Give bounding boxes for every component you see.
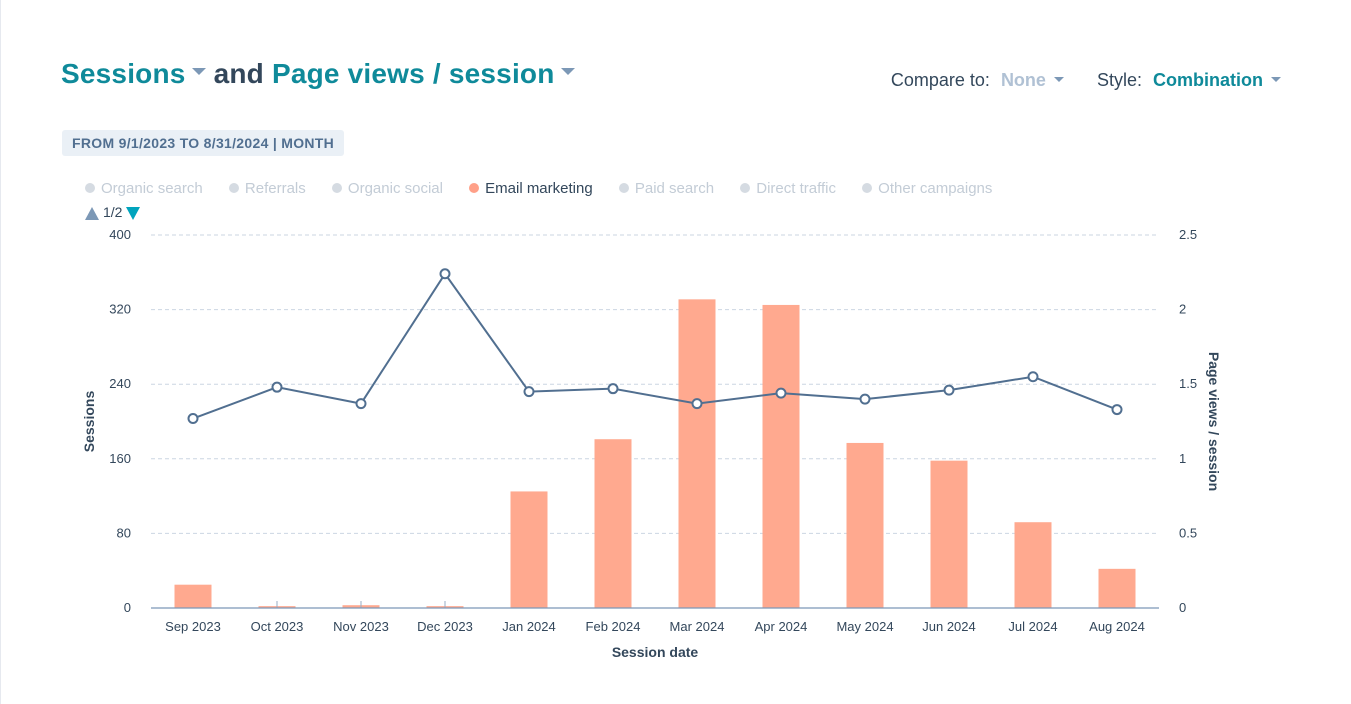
x-tick-label: Oct 2023 [251,619,304,634]
y2-tick-label: 1 [1179,451,1186,466]
x-tick-label: Jun 2024 [922,619,976,634]
chart-title: Sessions and Page views / session [61,58,583,90]
metric2-dropdown[interactable]: Page views / session [272,58,583,89]
x-tick-label: Nov 2023 [333,619,389,634]
y2-tick-label: 0.5 [1179,525,1197,540]
legend-dot [469,183,480,194]
y-tick-label: 320 [109,302,131,317]
y2-tick-label: 2 [1179,302,1186,317]
compare-value: None [1000,70,1046,90]
y-tick-label: 160 [109,451,131,466]
legend-dot [862,183,873,194]
chevron-down-icon [1053,76,1064,82]
legend-label: Organic search [101,180,203,197]
line-point [943,384,955,396]
legend-dot [331,183,342,194]
y2-axis-title: Page views / session [1206,352,1222,491]
legend-item-referrals[interactable]: Referrals [228,180,306,197]
legend-label: Email marketing [485,180,593,197]
chevron-down-icon [560,68,575,76]
line-point [355,398,367,410]
legend-dot [618,183,629,194]
legend-label: Direct traffic [756,180,836,197]
legend-dot [740,183,751,194]
metric1-dropdown[interactable]: Sessions [61,58,214,89]
triangle-down-icon[interactable] [126,206,141,220]
date-range-badge: FROM 9/1/2023 TO 8/31/2024 | MONTH [62,130,345,156]
y-tick-label: 0 [124,600,131,615]
x-axis-title: Session date [612,644,699,660]
x-tick-label: May 2024 [836,619,893,634]
line-point [775,387,787,399]
triangle-up-icon[interactable] [85,206,99,220]
bar [930,460,968,608]
line-point [1111,404,1123,416]
compare-label: Compare to: [890,70,990,90]
style-label: Style: [1096,70,1142,90]
line-point [439,268,451,280]
style-dropdown[interactable]: Combination [1153,70,1281,90]
legend-label: Other campaigns [878,180,993,197]
legend-item-email-marketing[interactable]: Email marketing [469,180,593,197]
y-tick-label: 400 [109,227,131,242]
line-point [607,383,619,395]
line-point [271,381,283,393]
legend-item-organic-search[interactable]: Organic search [85,180,203,197]
bar [510,491,548,608]
y-tick-label: 80 [117,525,131,540]
legend-label: Referrals [244,180,306,197]
chevron-down-icon [1271,76,1281,82]
compare-dropdown[interactable]: None [1001,70,1064,90]
x-tick-label: Aug 2024 [1089,619,1145,634]
line-series [192,272,1118,420]
y2-tick-label: 2.5 [1179,227,1197,242]
legend-item-paid-search[interactable]: Paid search [618,180,715,197]
title-conjunction: and [213,58,264,89]
style-value: Combination [1153,70,1263,90]
line-point [1027,371,1039,383]
x-tick-label: Sep 2023 [165,619,221,634]
legend-label: Paid search [634,180,715,197]
legend: Organic search Referrals Organic social … [85,180,1014,197]
chevron-down-icon [191,68,206,76]
legend-label: Organic social [347,180,443,197]
y-axis-title: Sessions [81,391,97,453]
y-tick-label: 240 [109,376,131,391]
line-point [859,393,871,405]
bar [1098,568,1136,608]
metric2-label: Page views / session [271,58,555,89]
line-point [691,398,703,410]
legend-item-direct-traffic[interactable]: Direct traffic [740,180,836,197]
legend-pager: 1/2 [85,204,141,220]
x-tick-label: Jul 2024 [1008,619,1057,634]
pager-label: 1/2 [103,204,123,220]
legend-item-organic-social[interactable]: Organic social [331,180,443,197]
bar [1014,522,1052,608]
bar [762,304,800,608]
line-point [523,386,535,398]
x-tick-label: Feb 2024 [586,619,641,634]
y2-tick-label: 1.5 [1179,376,1197,391]
metric1-label: Sessions [61,58,186,89]
line-point [187,413,199,425]
chart-controls: Compare to: None Style: Combination [863,70,1281,91]
bar [678,299,716,608]
legend-dot [85,183,95,194]
x-tick-label: Mar 2024 [670,619,725,634]
x-tick-label: Dec 2023 [417,619,473,634]
legend-dot [228,183,239,194]
bar [594,439,632,608]
x-tick-label: Apr 2024 [755,619,808,634]
x-tick-label: Jan 2024 [502,619,556,634]
bar [174,584,212,608]
bar [846,442,884,608]
legend-item-other-campaigns[interactable]: Other campaigns [862,180,992,197]
y2-tick-label: 0 [1179,600,1186,615]
